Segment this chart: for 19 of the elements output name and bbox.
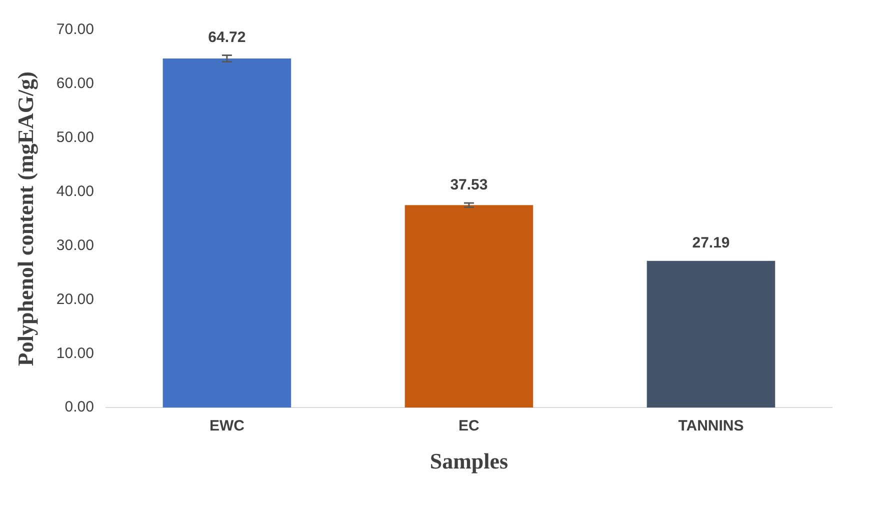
x-tick-label: EC [458,418,480,435]
data-label: 64.72 [208,28,246,46]
y-tick-label: 20.00 [56,290,94,308]
y-axis-title: Polyphenol content (mgEAG/g) [12,72,38,366]
x-tick-label: EWC [209,418,245,435]
x-tick-label: TANNINS [678,418,744,435]
data-label: 37.53 [450,176,488,194]
y-tick-label: 60.00 [56,75,94,92]
x-axis-title: Samples [430,448,509,474]
bar [162,58,292,408]
y-tick-label: 0.00 [64,398,94,416]
y-tick-label: 40.00 [56,182,94,200]
y-tick-label: 10.00 [56,344,94,362]
data-label: 27.19 [692,234,730,252]
y-tick-label: 70.00 [56,21,94,38]
y-tick-label: 30.00 [56,236,94,254]
y-tick-label: 50.00 [56,129,94,146]
bar [404,205,534,408]
bar [646,260,776,408]
